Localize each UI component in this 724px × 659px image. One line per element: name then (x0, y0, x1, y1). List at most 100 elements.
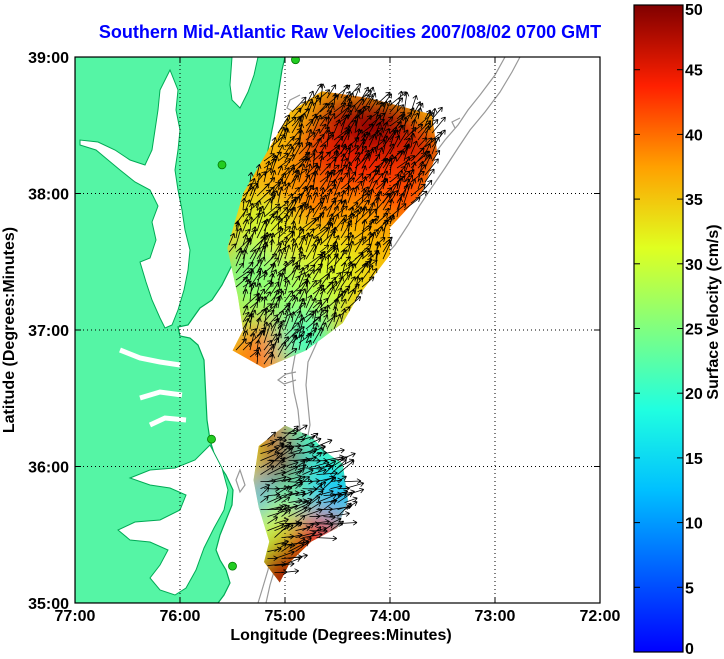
current-vector (291, 310, 302, 330)
current-vector (389, 175, 406, 190)
current-vector (319, 244, 330, 253)
colorbar-tick-label: 5 (685, 580, 694, 597)
current-vector (382, 216, 392, 232)
current-vector (354, 237, 364, 253)
y-tick-label: 35:00 (28, 596, 69, 613)
current-vector (291, 296, 299, 309)
current-vector (431, 116, 446, 134)
current-vector (319, 83, 326, 106)
current-vector (323, 447, 345, 454)
current-vector (347, 202, 359, 211)
current-vector (277, 208, 292, 225)
current-vector (305, 339, 312, 351)
current-vector (431, 107, 438, 127)
current-vector (290, 220, 297, 232)
current-vector (375, 132, 383, 155)
current-vector (347, 151, 360, 169)
current-vector (284, 290, 294, 302)
current-vector (302, 523, 315, 531)
current-vector (267, 443, 285, 454)
current-vector (295, 468, 305, 475)
current-vector (305, 216, 320, 232)
current-vector (277, 225, 284, 246)
current-vector (325, 116, 332, 134)
current-vector (354, 98, 365, 113)
current-vector (267, 546, 282, 553)
current-vector (270, 169, 277, 183)
current-vector (326, 171, 335, 190)
y-tick-label: 39:00 (28, 50, 69, 67)
current-vector (389, 126, 398, 148)
current-vector (354, 208, 371, 225)
current-vector (312, 137, 322, 155)
current-vector (382, 121, 389, 134)
current-vector (284, 153, 295, 169)
current-vector (263, 198, 272, 211)
current-vector (256, 172, 262, 190)
current-vector (269, 232, 276, 246)
current-vector (312, 114, 322, 134)
current-vector (298, 168, 308, 176)
current-vector (267, 452, 283, 468)
current-vector (319, 163, 331, 176)
current-vector (305, 132, 316, 141)
current-vector (277, 272, 286, 295)
current-vector (281, 556, 301, 566)
current-vector (263, 307, 270, 330)
current-vector (340, 101, 353, 120)
current-vector (345, 184, 352, 197)
current-vector (263, 343, 275, 358)
current-vector (242, 288, 249, 302)
current-vector (410, 132, 416, 148)
current-vector (319, 123, 327, 134)
current-vector (270, 281, 280, 295)
current-vector (302, 508, 323, 517)
y-tick-label: 38:00 (28, 187, 69, 204)
current-vector (295, 507, 312, 517)
chart-title: Southern Mid-Atlantic Raw Velocities 200… (98, 22, 602, 42)
grid-lines (75, 57, 600, 603)
current-vector (270, 155, 279, 176)
current-vector (291, 187, 300, 197)
current-vector (277, 152, 289, 162)
current-vector (403, 143, 411, 162)
current-vector (309, 501, 322, 510)
current-vector (417, 177, 424, 190)
current-vector (305, 184, 313, 204)
current-vector (396, 150, 405, 162)
current-vector (249, 249, 257, 260)
current-vector (298, 334, 305, 351)
current-vector (340, 271, 352, 288)
current-vector (316, 489, 334, 496)
current-vector (312, 327, 323, 344)
current-vector (270, 289, 280, 309)
current-vector (326, 188, 333, 204)
current-vector (323, 499, 337, 510)
current-vector (347, 143, 354, 162)
colorbar-tick-label: 50 (685, 2, 703, 19)
current-vector (326, 104, 335, 120)
current-vector (333, 119, 341, 134)
current-vector (347, 167, 353, 190)
current-vector (340, 177, 355, 190)
current-vector (389, 135, 401, 155)
current-vector (267, 516, 278, 524)
current-vector (361, 176, 368, 190)
current-vector (326, 265, 334, 281)
current-vector (284, 348, 298, 358)
current-vector (340, 288, 349, 302)
current-vector (298, 251, 304, 267)
current-vector (298, 288, 307, 302)
current-vector (263, 321, 269, 337)
current-vector (274, 550, 295, 559)
current-vector (340, 298, 347, 309)
current-vector (305, 316, 321, 330)
current-vector (340, 308, 347, 323)
current-vector (330, 492, 347, 503)
colorbar-tick-label: 0 (685, 641, 694, 658)
current-vector (309, 467, 327, 475)
current-vector (396, 124, 404, 141)
current-vector (431, 149, 441, 162)
current-vector (316, 535, 338, 542)
current-vector (337, 475, 347, 482)
